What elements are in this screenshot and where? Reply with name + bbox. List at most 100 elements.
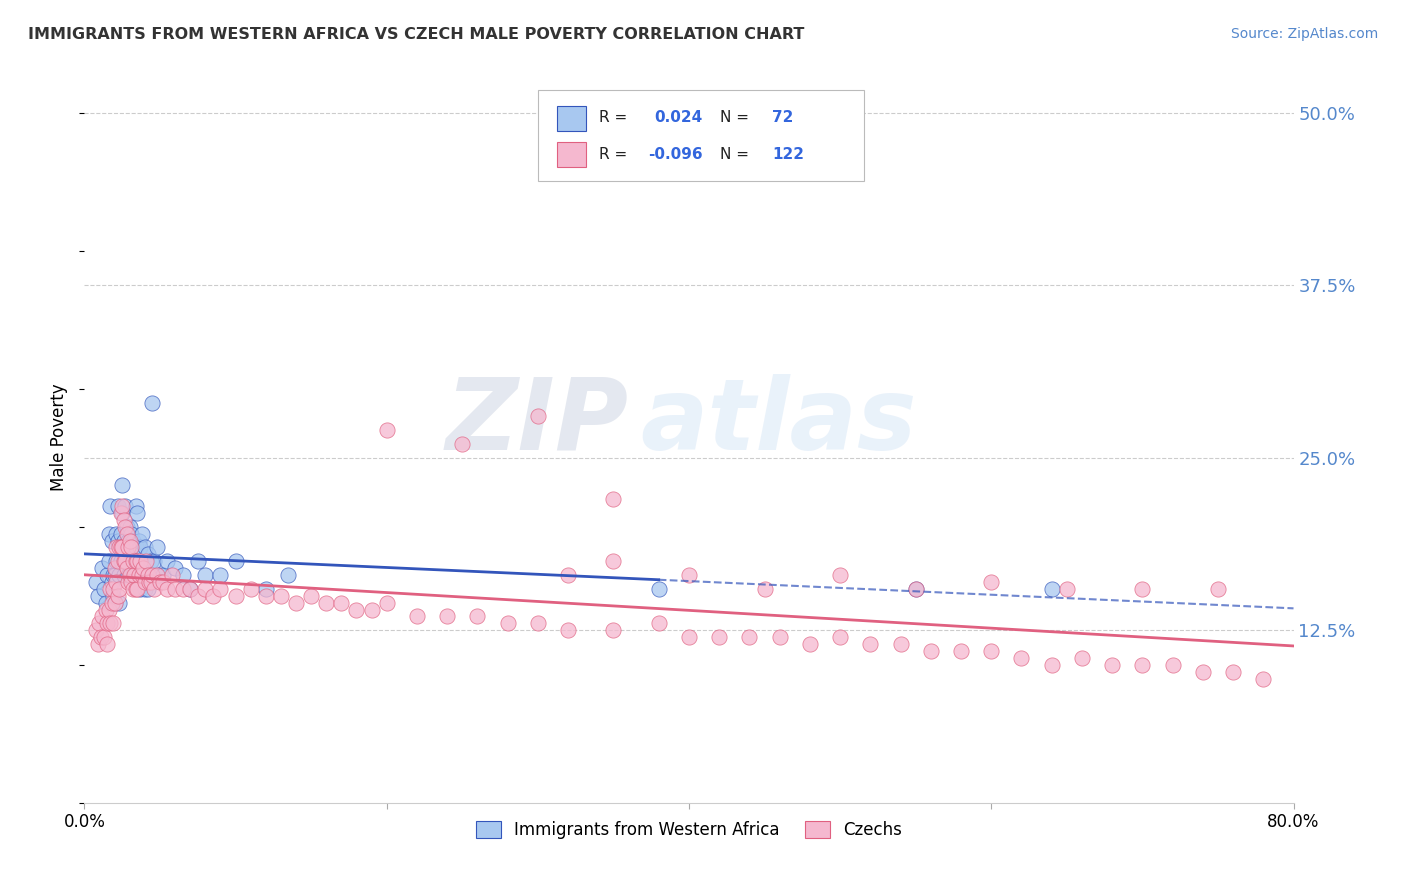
Text: 122: 122 [772, 146, 804, 161]
Point [118, 533, 141, 548]
Point [557, 624, 579, 638]
Point [114, 520, 136, 534]
Point [104, 561, 127, 575]
Point [131, 561, 153, 575]
Point [139, 574, 162, 589]
Point [270, 589, 292, 603]
Point [1222, 665, 1244, 679]
Point [108, 596, 131, 610]
Point [129, 582, 152, 596]
Point [122, 568, 145, 582]
Point [98, 616, 121, 631]
Point [111, 506, 134, 520]
Point [557, 568, 579, 582]
Point [101, 568, 124, 582]
Point [105, 554, 128, 568]
Y-axis label: Male Poverty: Male Poverty [51, 384, 69, 491]
Point [375, 596, 398, 610]
Point [98, 582, 121, 596]
Point [104, 568, 127, 582]
Text: IMMIGRANTS FROM WESTERN AFRICA VS CZECH MALE POVERTY CORRELATION CHART: IMMIGRANTS FROM WESTERN AFRICA VS CZECH … [28, 27, 804, 42]
Point [120, 568, 142, 582]
Point [115, 526, 138, 541]
Point [602, 554, 624, 568]
Point [125, 554, 148, 568]
Point [94, 602, 117, 616]
Point [346, 602, 368, 616]
Point [104, 596, 127, 610]
Point [121, 568, 143, 582]
Point [1011, 651, 1033, 665]
Point [738, 630, 761, 644]
Point [194, 568, 217, 582]
Point [142, 554, 165, 568]
Point [118, 554, 141, 568]
Point [134, 582, 156, 596]
Point [120, 574, 142, 589]
Point [96, 568, 118, 582]
Point [134, 541, 156, 555]
Point [602, 624, 624, 638]
Point [709, 630, 731, 644]
Point [920, 644, 942, 658]
Point [1071, 651, 1094, 665]
FancyBboxPatch shape [557, 143, 586, 167]
Point [89, 616, 111, 631]
Point [129, 541, 152, 555]
Point [101, 616, 124, 631]
Point [136, 568, 159, 582]
Point [1130, 657, 1153, 672]
Point [406, 609, 429, 624]
Text: R =: R = [599, 110, 627, 125]
Point [100, 533, 122, 548]
Legend: Immigrants from Western Africa, Czechs: Immigrants from Western Africa, Czechs [470, 814, 908, 846]
Point [315, 596, 337, 610]
Text: -0.096: -0.096 [648, 146, 703, 161]
Point [156, 554, 179, 568]
Point [97, 554, 120, 568]
Point [118, 568, 141, 582]
Point [152, 568, 174, 582]
Point [451, 437, 474, 451]
Point [436, 609, 458, 624]
Point [108, 568, 131, 582]
Point [110, 506, 132, 520]
Point [149, 574, 172, 589]
Point [678, 630, 700, 644]
Point [108, 582, 131, 596]
Point [156, 582, 179, 596]
Point [101, 582, 124, 596]
Point [112, 513, 135, 527]
Point [120, 541, 142, 555]
Point [1040, 657, 1063, 672]
Point [112, 554, 135, 568]
Point [187, 554, 209, 568]
Point [225, 554, 247, 568]
Point [117, 533, 139, 548]
Point [754, 582, 776, 596]
Point [110, 554, 132, 568]
Point [1040, 582, 1063, 596]
Point [904, 582, 927, 596]
Point [110, 526, 132, 541]
Point [87, 637, 110, 651]
Text: atlas: atlas [641, 374, 917, 471]
Point [91, 609, 114, 624]
Point [94, 596, 117, 610]
Point [115, 561, 138, 575]
Point [172, 582, 194, 596]
Point [277, 568, 299, 582]
Point [830, 630, 852, 644]
Point [93, 582, 115, 596]
Point [648, 582, 671, 596]
Point [127, 582, 149, 596]
Point [209, 568, 232, 582]
Point [127, 554, 149, 568]
Point [799, 637, 821, 651]
Point [121, 554, 143, 568]
Point [146, 541, 169, 555]
Point [142, 582, 165, 596]
Point [527, 616, 550, 631]
Point [360, 602, 382, 616]
Point [139, 554, 162, 568]
